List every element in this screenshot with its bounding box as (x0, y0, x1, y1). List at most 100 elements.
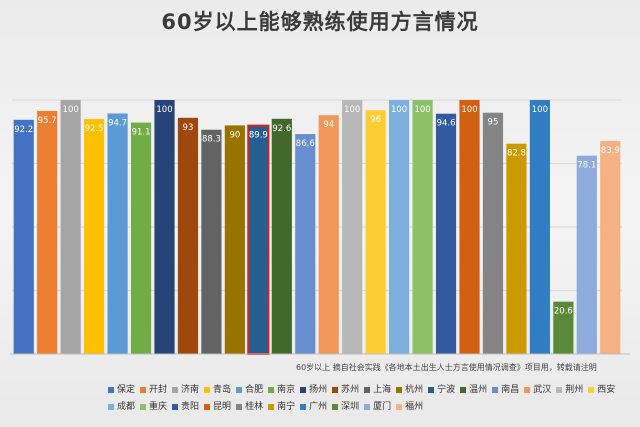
data-label: 95 (488, 118, 499, 128)
legend-swatch (172, 403, 179, 410)
data-label: 92.5 (85, 124, 104, 134)
legend-swatch (396, 386, 403, 393)
source-note: 60岁以上 摘自社会实践《各地本土出生人士方言使用情况调查》项目用，转载请注明 (296, 363, 597, 372)
legend-label: 扬州 (309, 385, 328, 395)
legend-swatch (588, 386, 595, 393)
legend-swatch (236, 403, 243, 410)
bar-深圳 (553, 301, 574, 354)
legend-swatch (268, 386, 275, 393)
legend-item: 青岛 (204, 382, 231, 399)
data-label: 91.1 (132, 128, 151, 138)
legend-label: 成都 (117, 402, 136, 412)
legend-item: 南昌 (492, 382, 519, 399)
legend-label: 青岛 (213, 385, 232, 395)
legend-swatch (108, 386, 114, 393)
chart-title: 60岁以上能够熟练使用方言情况 (161, 10, 479, 34)
legend-swatch (364, 403, 371, 410)
legend-item: 温州 (460, 382, 487, 399)
legend-label: 合肥 (245, 385, 264, 395)
data-label: 89.9 (249, 131, 268, 141)
data-label: 83.9 (601, 146, 620, 156)
legend-swatch (428, 386, 435, 393)
bar-武汉 (318, 115, 339, 355)
legend-label: 南宁 (277, 402, 296, 412)
legend-label: 南京 (277, 385, 296, 395)
legend-swatch (332, 403, 339, 410)
bar-济南 (60, 100, 81, 354)
bar-成都 (389, 100, 410, 354)
legend-swatch (300, 386, 307, 393)
data-label: 96 (370, 115, 381, 125)
bar-南宁 (506, 143, 527, 354)
legend-swatch (460, 386, 467, 393)
legend-label: 贵阳 (181, 402, 200, 412)
legend-item: 济南 (172, 382, 199, 399)
legend-item: 苏州 (332, 382, 359, 399)
legend-item: 福州 (396, 399, 423, 416)
data-label: 100 (344, 105, 360, 115)
legend-swatch (332, 386, 339, 393)
bar-南京 (130, 122, 152, 354)
legend-label: 荆州 (565, 385, 584, 395)
legend-item: 广州 (300, 399, 327, 416)
bar-扬州 (154, 100, 175, 354)
legend-item: 重庆 (140, 399, 167, 416)
bar-荆州 (342, 100, 363, 354)
legend-item: 桂林 (236, 399, 263, 416)
legend-item: 扬州 (300, 382, 327, 399)
bar-桂林 (482, 112, 504, 354)
legend-swatch (204, 386, 211, 393)
legend-label: 厦门 (373, 402, 392, 412)
legend-label: 重庆 (149, 402, 168, 412)
legend-item: 南宁 (268, 399, 295, 416)
data-labels: 92.2 95.7 100 92.5 94.7 91.1 100 93 88.3 90 89.9 92… (14, 105, 619, 317)
legend-swatch (268, 403, 275, 410)
legend-label: 上海 (373, 385, 392, 395)
legend-item: 贵阳 (172, 399, 199, 416)
bar-杭州 (224, 125, 245, 355)
bar-福州 (600, 140, 621, 354)
legend-item: 昆明 (204, 399, 231, 416)
data-label: 100 (63, 105, 79, 115)
legend-label: 昆明 (213, 402, 232, 412)
legend-label: 苏州 (341, 385, 360, 395)
legend-item: 开封 (140, 382, 167, 399)
legend-swatch (300, 403, 307, 410)
data-label: 95.7 (38, 116, 57, 126)
bar-重庆 (412, 100, 433, 354)
legend-label: 西安 (597, 385, 616, 395)
bar-保定 (13, 119, 34, 354)
legend: 保定 开封 济南 青岛 合肥 南京 扬州 苏州 上海 杭州 宁波 温州 南昌 武汉 荆州 西安成都 重庆 贵阳 昆明… (108, 382, 628, 416)
bar-南昌 (295, 134, 316, 354)
legend-label: 广州 (309, 402, 328, 412)
legend-label: 济南 (181, 385, 200, 395)
legend-label: 桂林 (245, 402, 264, 412)
data-label: 93 (183, 123, 194, 133)
bar-宁波 (247, 124, 270, 355)
bar-开封 (37, 110, 58, 354)
data-label: 100 (391, 105, 407, 115)
legend-item: 保定 (108, 382, 135, 399)
legend-item: 武汉 (524, 382, 551, 399)
legend-swatch (140, 403, 147, 410)
legend-label: 南昌 (501, 385, 520, 395)
data-label: 82.8 (507, 149, 526, 159)
legend-swatch (364, 386, 371, 393)
data-label: 100 (156, 105, 172, 115)
legend-label: 温州 (469, 385, 488, 395)
legend-swatch (556, 386, 563, 393)
data-label: 88.3 (202, 135, 221, 145)
legend-label: 深圳 (341, 402, 360, 412)
data-label: 90 (229, 130, 240, 140)
bar-广州 (529, 100, 550, 354)
legend-item: 西安 (588, 382, 615, 399)
bar-青岛 (84, 119, 105, 354)
legend-label: 开封 (149, 385, 168, 395)
legend-item: 杭州 (396, 382, 423, 399)
data-label: 100 (532, 105, 548, 115)
legend-swatch (492, 386, 499, 393)
legend-item: 深圳 (332, 399, 359, 416)
legend-label: 保定 (117, 385, 136, 395)
data-label: 94.6 (437, 119, 456, 129)
